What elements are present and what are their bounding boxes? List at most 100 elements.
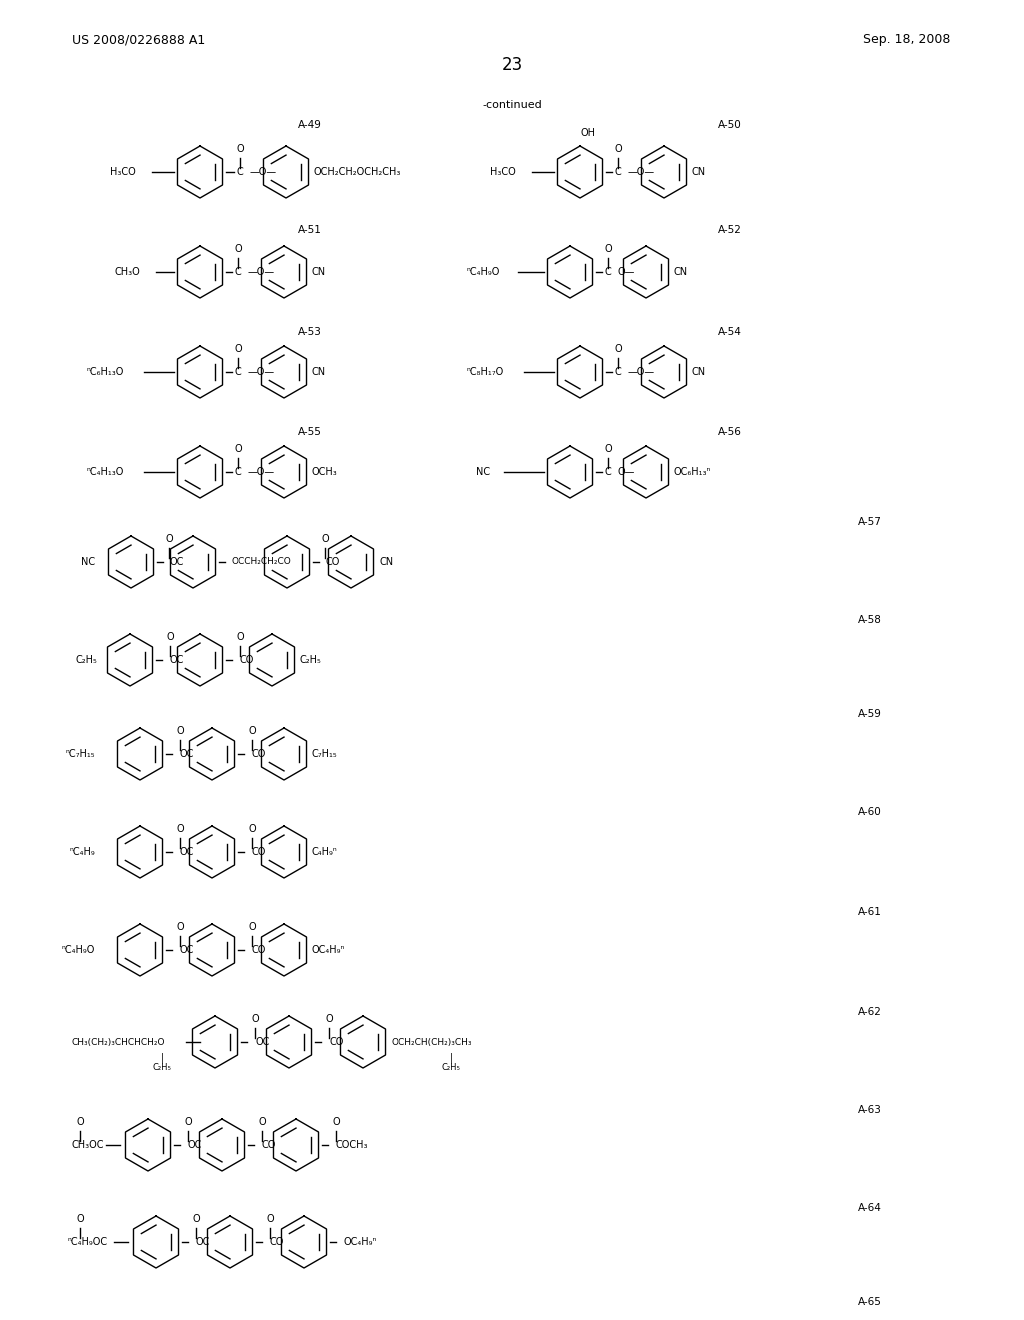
Text: OCH₃: OCH₃ bbox=[312, 467, 338, 477]
Text: 23: 23 bbox=[502, 55, 522, 74]
Text: —O—: —O— bbox=[628, 367, 655, 378]
Text: NC: NC bbox=[81, 557, 95, 568]
Text: A-56: A-56 bbox=[718, 426, 742, 437]
Text: OCH₂CH₂OCH₂CH₃: OCH₂CH₂OCH₂CH₃ bbox=[314, 168, 401, 177]
Text: O: O bbox=[251, 1014, 259, 1024]
Text: A-55: A-55 bbox=[298, 426, 322, 437]
Text: A-50: A-50 bbox=[718, 120, 741, 129]
Text: O: O bbox=[237, 144, 244, 154]
Text: H₃CO: H₃CO bbox=[111, 168, 136, 177]
Text: O: O bbox=[237, 632, 244, 642]
Text: —O—: —O— bbox=[248, 267, 275, 277]
Text: A-65: A-65 bbox=[858, 1298, 882, 1307]
Text: OC₄H₉ⁿ: OC₄H₉ⁿ bbox=[312, 945, 345, 954]
Text: CN: CN bbox=[674, 267, 688, 277]
Text: |: | bbox=[450, 1053, 453, 1063]
Text: C₄H₉ⁿ: C₄H₉ⁿ bbox=[312, 847, 338, 857]
Text: C₂H₅: C₂H₅ bbox=[153, 1064, 171, 1072]
Text: C: C bbox=[234, 467, 242, 477]
Text: ⁿC₄H₉: ⁿC₄H₉ bbox=[70, 847, 95, 857]
Text: CN: CN bbox=[379, 557, 393, 568]
Text: CO: CO bbox=[329, 1038, 343, 1047]
Text: C: C bbox=[234, 367, 242, 378]
Text: OC: OC bbox=[255, 1038, 269, 1047]
Text: O: O bbox=[76, 1214, 84, 1224]
Text: CO: CO bbox=[262, 1140, 276, 1150]
Text: OC₆H₁₃ⁿ: OC₆H₁₃ⁿ bbox=[674, 467, 712, 477]
Text: C₂H₅: C₂H₅ bbox=[300, 655, 322, 665]
Text: O: O bbox=[248, 824, 256, 834]
Text: C₂H₅: C₂H₅ bbox=[75, 655, 97, 665]
Text: |: | bbox=[161, 1053, 164, 1063]
Text: C: C bbox=[614, 168, 622, 177]
Text: O: O bbox=[176, 921, 184, 932]
Text: O: O bbox=[193, 1214, 200, 1224]
Text: O: O bbox=[322, 535, 329, 544]
Text: ⁿC₄H₉O: ⁿC₄H₉O bbox=[61, 945, 95, 954]
Text: A-57: A-57 bbox=[858, 517, 882, 527]
Text: O—: O— bbox=[618, 467, 635, 477]
Text: O: O bbox=[266, 1214, 273, 1224]
Text: O—: O— bbox=[618, 267, 635, 277]
Text: O: O bbox=[248, 921, 256, 932]
Text: —O—: —O— bbox=[628, 168, 655, 177]
Text: O: O bbox=[234, 244, 242, 253]
Text: CO: CO bbox=[252, 945, 266, 954]
Text: O: O bbox=[176, 726, 184, 737]
Text: O: O bbox=[326, 1014, 333, 1024]
Text: ⁿC₈H₁₇O: ⁿC₈H₁₇O bbox=[467, 367, 504, 378]
Text: A-51: A-51 bbox=[298, 224, 322, 235]
Text: C: C bbox=[237, 168, 244, 177]
Text: OC: OC bbox=[180, 748, 195, 759]
Text: OCH₂CH(CH₂)₃CH₃: OCH₂CH(CH₂)₃CH₃ bbox=[391, 1038, 471, 1047]
Text: ⁿC₄H₁₃O: ⁿC₄H₁₃O bbox=[87, 467, 124, 477]
Text: O: O bbox=[234, 444, 242, 454]
Text: CH₃O: CH₃O bbox=[115, 267, 140, 277]
Text: A-49: A-49 bbox=[298, 120, 322, 129]
Text: CO: CO bbox=[270, 1237, 285, 1247]
Text: O: O bbox=[165, 535, 173, 544]
Text: CO: CO bbox=[325, 557, 339, 568]
Text: ⁿC₆H₁₃O: ⁿC₆H₁₃O bbox=[87, 367, 124, 378]
Text: O: O bbox=[614, 144, 622, 154]
Text: O: O bbox=[332, 1117, 340, 1127]
Text: OC: OC bbox=[180, 847, 195, 857]
Text: US 2008/0226888 A1: US 2008/0226888 A1 bbox=[72, 33, 205, 46]
Text: OC: OC bbox=[196, 1237, 210, 1247]
Text: ⁿC₇H₁₅: ⁿC₇H₁₅ bbox=[66, 748, 95, 759]
Text: O: O bbox=[234, 345, 242, 354]
Text: C: C bbox=[234, 267, 242, 277]
Text: A-63: A-63 bbox=[858, 1105, 882, 1115]
Text: C₂H₅: C₂H₅ bbox=[441, 1064, 461, 1072]
Text: A-53: A-53 bbox=[298, 327, 322, 337]
Text: O: O bbox=[166, 632, 174, 642]
Text: CO: CO bbox=[240, 655, 254, 665]
Text: OC: OC bbox=[180, 945, 195, 954]
Text: OC₄H₉ⁿ: OC₄H₉ⁿ bbox=[344, 1237, 378, 1247]
Text: A-52: A-52 bbox=[718, 224, 742, 235]
Text: A-58: A-58 bbox=[858, 615, 882, 624]
Text: A-59: A-59 bbox=[858, 709, 882, 719]
Text: OC: OC bbox=[169, 557, 183, 568]
Text: C: C bbox=[604, 267, 611, 277]
Text: Sep. 18, 2008: Sep. 18, 2008 bbox=[862, 33, 950, 46]
Text: H₃CO: H₃CO bbox=[490, 168, 516, 177]
Text: C: C bbox=[604, 467, 611, 477]
Text: OC: OC bbox=[170, 655, 184, 665]
Text: CH₃OC: CH₃OC bbox=[72, 1140, 104, 1150]
Text: CN: CN bbox=[312, 267, 326, 277]
Text: —O—: —O— bbox=[248, 367, 275, 378]
Text: O: O bbox=[248, 726, 256, 737]
Text: —O—: —O— bbox=[248, 467, 275, 477]
Text: A-61: A-61 bbox=[858, 907, 882, 917]
Text: CN: CN bbox=[692, 367, 707, 378]
Text: A-60: A-60 bbox=[858, 807, 882, 817]
Text: CO: CO bbox=[252, 748, 266, 759]
Text: -continued: -continued bbox=[482, 100, 542, 110]
Text: O: O bbox=[604, 444, 611, 454]
Text: CO: CO bbox=[252, 847, 266, 857]
Text: O: O bbox=[604, 244, 611, 253]
Text: A-64: A-64 bbox=[858, 1203, 882, 1213]
Text: COCH₃: COCH₃ bbox=[336, 1140, 369, 1150]
Text: OH: OH bbox=[581, 128, 596, 139]
